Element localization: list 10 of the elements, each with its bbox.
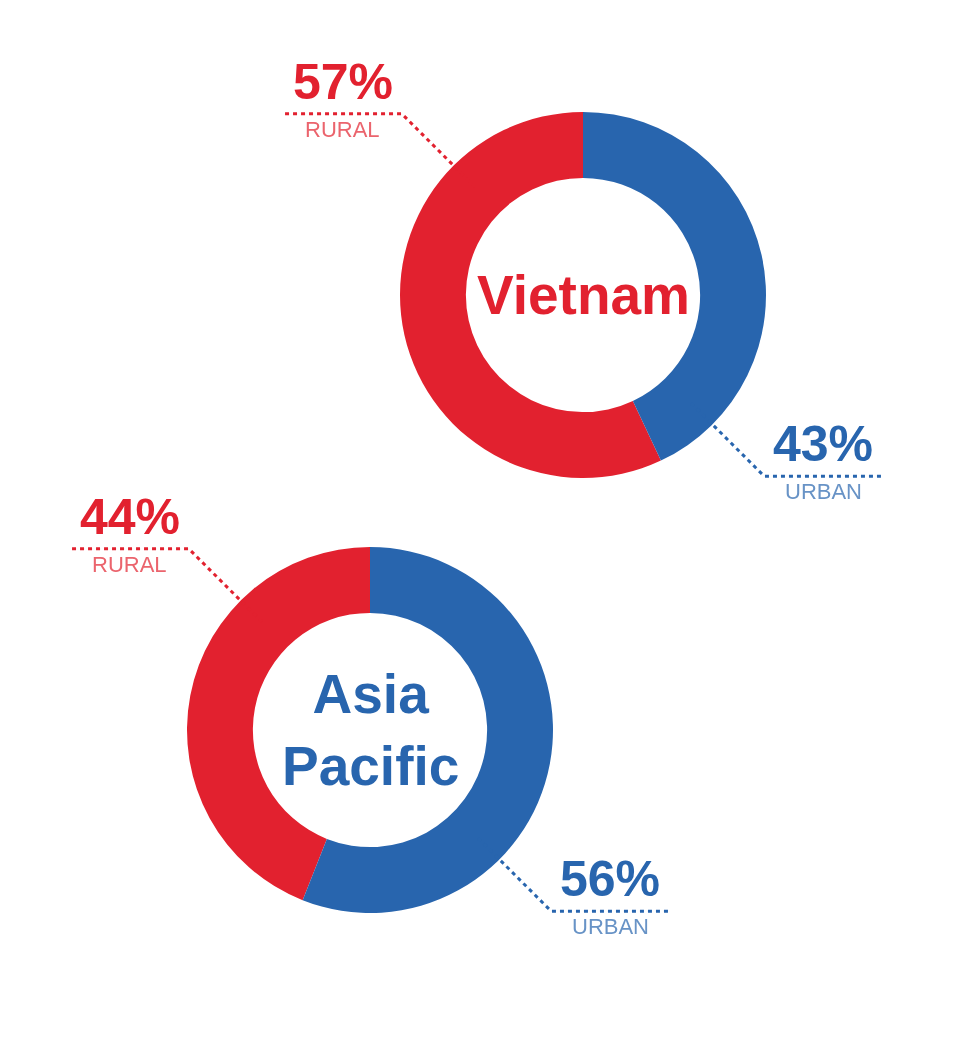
text: Asia Pacific <box>282 663 460 797</box>
slice-label: RURAL <box>92 552 167 577</box>
data-label: 56% <box>560 851 661 907</box>
slice-label: RURAL <box>305 117 380 142</box>
slice-label: URBAN <box>785 479 863 504</box>
data-label: 44% <box>80 489 181 545</box>
data-label: 43% <box>773 416 874 472</box>
data-label: 57% <box>293 54 394 110</box>
slice-label: URBAN <box>572 914 650 939</box>
text: Vietnam <box>477 264 690 326</box>
